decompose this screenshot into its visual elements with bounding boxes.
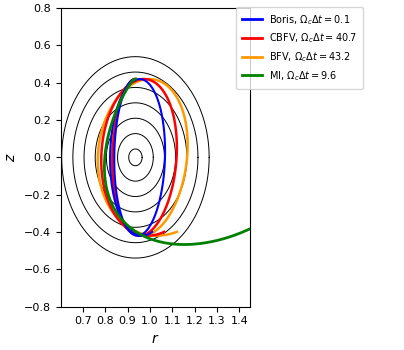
Legend: Boris, $\Omega_c\Delta t = 0.1$, CBFV, $\Omega_c\Delta t = 40.7$, BFV, $\Omega_c: Boris, $\Omega_c\Delta t = 0.1$, CBFV, $…	[236, 7, 363, 89]
Y-axis label: $z$: $z$	[4, 153, 18, 162]
X-axis label: $r$: $r$	[152, 332, 160, 346]
